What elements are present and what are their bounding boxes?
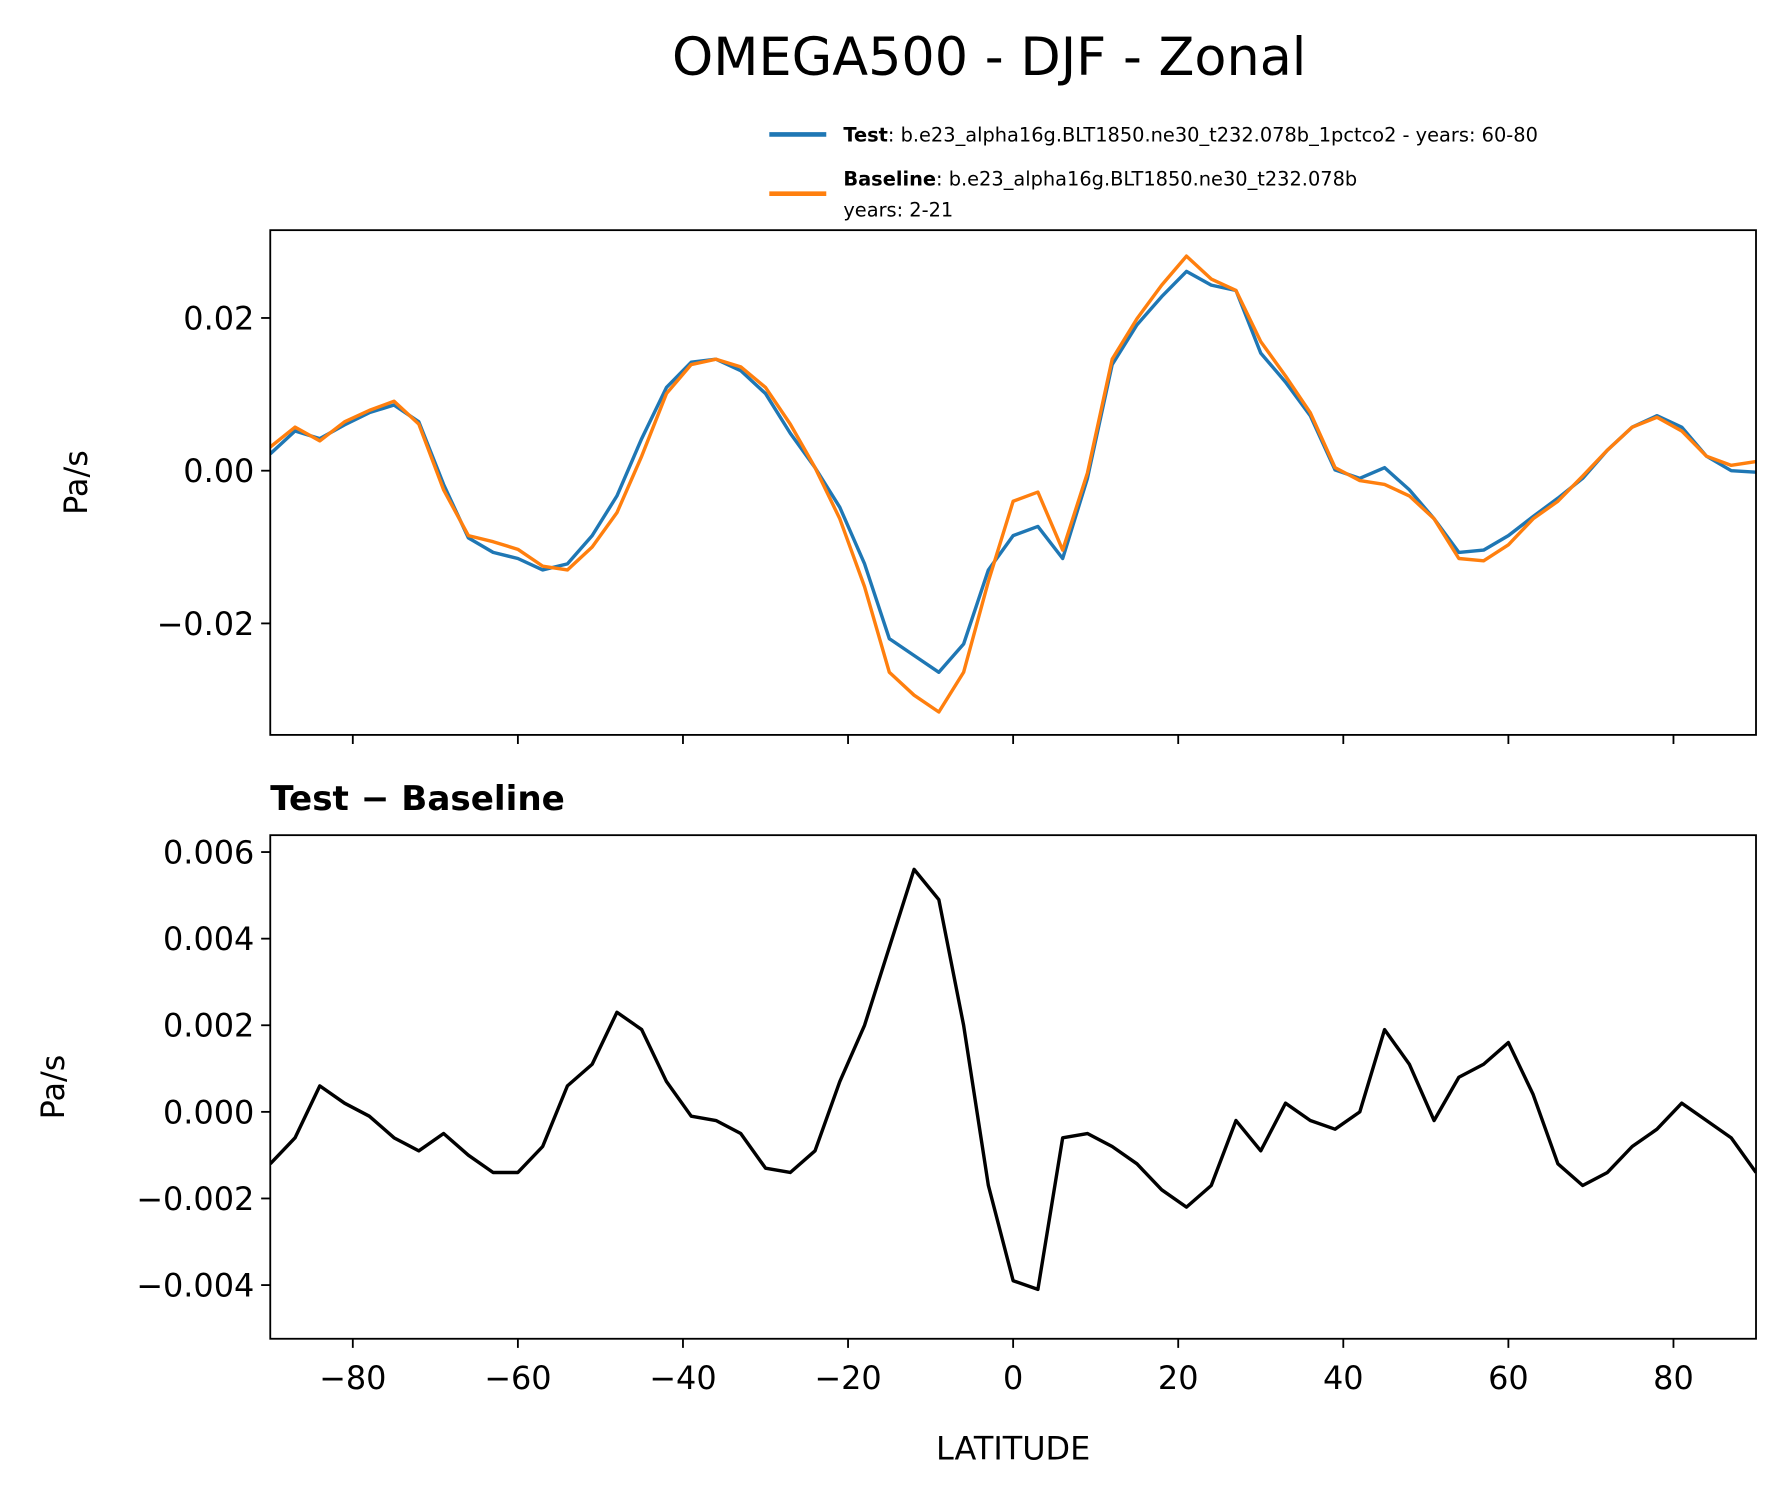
data-line: [270, 867, 1757, 1292]
y-tick-label: 0.02: [183, 299, 254, 337]
x-tick-label: −60: [484, 1359, 551, 1397]
chart-title: Test − Baseline: [270, 779, 565, 819]
data-line: [270, 254, 1757, 714]
legend-description: : b.e23_alpha16g.BLT1850.ne30_t232.078b_…: [888, 123, 1538, 146]
y-tick-label: 0.006: [163, 833, 254, 871]
legend-description: years: 2-21: [843, 198, 953, 221]
y-tick-label: −0.02: [157, 605, 255, 643]
axes-frame: [269, 834, 1757, 1340]
x-tick-label: −40: [649, 1359, 716, 1397]
legend-name: Baseline: [843, 168, 936, 191]
x-tick-label: 0: [1003, 1359, 1023, 1397]
y-tick-label: 0.00: [183, 452, 254, 490]
x-axis-label: LATITUDE: [936, 1430, 1090, 1468]
legend-label: Test: b.e23_alpha16g.BLT1850.ne30_t232.0…: [843, 123, 1538, 146]
y-axis-label: Pa/s: [34, 1055, 72, 1120]
y-tick-label: 0.004: [163, 920, 254, 958]
y-tick-label: 0.000: [163, 1093, 254, 1131]
data-line: [270, 269, 1757, 674]
y-axis-label: Pa/s: [57, 450, 95, 515]
y-tick-label: 0.002: [163, 1007, 254, 1045]
chart-title: OMEGA500 - DJF - Zonal: [672, 27, 1306, 88]
legend-label: Baseline: b.e23_alpha16g.BLT1850.ne30_t2…: [843, 168, 1357, 191]
axes-frame: [269, 229, 1757, 736]
legend-description: : b.e23_alpha16g.BLT1850.ne30_t232.078b: [936, 168, 1357, 191]
x-tick-label: 80: [1653, 1359, 1694, 1397]
x-tick-label: 20: [1158, 1359, 1199, 1397]
legend-name: Test: [843, 123, 888, 146]
x-tick-label: −20: [814, 1359, 881, 1397]
x-tick-label: −80: [319, 1359, 386, 1397]
y-tick-label: −0.004: [136, 1266, 254, 1304]
y-tick-label: −0.002: [136, 1180, 254, 1218]
x-tick-label: 40: [1323, 1359, 1364, 1397]
plot-area: [270, 867, 1757, 1292]
x-tick-label: 60: [1488, 1359, 1529, 1397]
plot-area: [270, 254, 1757, 714]
